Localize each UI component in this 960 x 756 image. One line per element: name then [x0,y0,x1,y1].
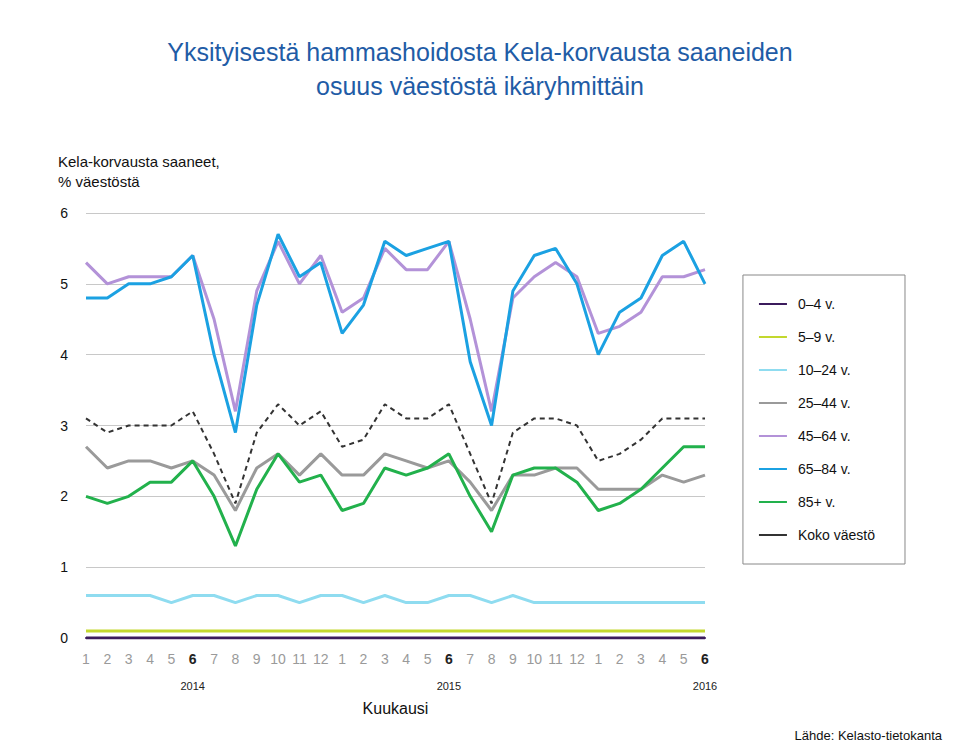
svg-text:2: 2 [60,488,68,504]
svg-text:12: 12 [313,651,329,667]
svg-text:6: 6 [189,651,197,667]
svg-text:9: 9 [509,651,517,667]
svg-text:7: 7 [210,651,218,667]
svg-text:1: 1 [82,651,90,667]
svg-text:Yksityisestä hammashoidosta Ke: Yksityisestä hammashoidosta Kela-korvaus… [167,38,792,66]
svg-text:10–24 v.: 10–24 v. [798,362,851,378]
svg-text:Kela-korvausta saaneet,: Kela-korvausta saaneet, [58,153,220,170]
svg-text:3: 3 [60,418,68,434]
svg-text:3: 3 [381,651,389,667]
svg-text:5: 5 [60,276,68,292]
svg-text:8: 8 [488,651,496,667]
svg-text:0: 0 [60,630,68,646]
svg-text:5–9 v.: 5–9 v. [798,329,835,345]
svg-text:5: 5 [167,651,175,667]
svg-text:1: 1 [60,559,68,575]
svg-text:4: 4 [146,651,154,667]
svg-text:65–84 v.: 65–84 v. [798,461,851,477]
svg-text:Koko väestö: Koko väestö [798,527,875,543]
svg-text:6: 6 [60,205,68,221]
svg-text:2: 2 [103,651,111,667]
svg-text:Kuukausi: Kuukausi [363,700,429,717]
svg-text:2: 2 [616,651,624,667]
svg-text:2015: 2015 [437,680,461,692]
svg-text:11: 11 [292,651,307,667]
svg-text:1: 1 [594,651,602,667]
svg-text:9: 9 [253,651,261,667]
svg-text:25–44 v.: 25–44 v. [798,395,851,411]
svg-text:8: 8 [232,651,240,667]
svg-text:4: 4 [60,347,68,363]
svg-text:% väestöstä: % väestöstä [58,173,140,190]
svg-text:osuus väestöstä ikäryhmittäin: osuus väestöstä ikäryhmittäin [316,72,644,100]
svg-text:10: 10 [270,651,286,667]
svg-text:2016: 2016 [693,680,717,692]
svg-text:2: 2 [360,651,368,667]
svg-text:7: 7 [466,651,474,667]
svg-text:5: 5 [680,651,688,667]
svg-text:4: 4 [402,651,410,667]
svg-text:45–64 v.: 45–64 v. [798,428,851,444]
svg-text:6: 6 [445,651,453,667]
svg-text:11: 11 [548,651,563,667]
svg-text:4: 4 [658,651,666,667]
svg-text:5: 5 [424,651,432,667]
svg-text:12: 12 [569,651,585,667]
svg-text:2014: 2014 [180,680,204,692]
svg-text:1: 1 [338,651,346,667]
svg-text:85+ v.: 85+ v. [798,494,836,510]
svg-text:3: 3 [637,651,645,667]
svg-text:6: 6 [701,651,709,667]
svg-text:3: 3 [125,651,133,667]
svg-text:Lähde: Kelasto-tietokanta: Lähde: Kelasto-tietokanta [795,728,943,743]
svg-text:10: 10 [526,651,542,667]
svg-text:0–4 v.: 0–4 v. [798,296,835,312]
